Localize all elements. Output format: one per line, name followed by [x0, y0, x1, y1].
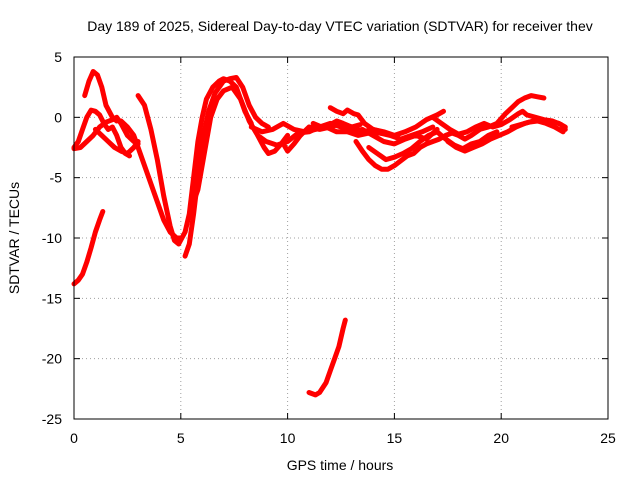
- y-tick-label: -10: [42, 230, 62, 246]
- y-tick-label: -25: [42, 411, 62, 427]
- plot-area: [71, 69, 568, 398]
- y-axis-label: SDTVAR / TECUs: [6, 182, 22, 294]
- y-tick-label: 5: [54, 49, 62, 65]
- data-series-track-c: [82, 69, 120, 124]
- data-series-track-b: [71, 114, 141, 152]
- data-series-track-f: [135, 76, 254, 247]
- data-series-track-d: [92, 126, 141, 156]
- y-tick-label: 0: [54, 109, 62, 125]
- x-tick-label: 15: [387, 430, 403, 446]
- x-tick-label: 20: [493, 430, 509, 446]
- data-series-track-t: [71, 209, 106, 287]
- data-series-track-m: [327, 105, 385, 135]
- x-tick-label: 10: [280, 430, 296, 446]
- x-tick-label: 5: [177, 430, 185, 446]
- x-tick-label: 25: [600, 430, 616, 446]
- axis-ticks: 0 5 10 15 20 25 -25 -20 -15 -10 -5 0 5: [42, 49, 616, 446]
- data-series-track-h: [191, 84, 291, 205]
- data-series-track-q: [445, 117, 568, 154]
- data-series-track-j: [255, 120, 440, 148]
- data-series-track-u: [306, 317, 348, 398]
- data-series-track-r: [477, 93, 547, 132]
- x-axis-label: GPS time / hours: [287, 457, 394, 473]
- data-series-track-l: [310, 118, 363, 130]
- chart-title: Day 189 of 2025, Sidereal Day-to-day VTE…: [87, 18, 593, 34]
- y-tick-label: -5: [50, 170, 63, 186]
- y-tick-label: -20: [42, 351, 62, 367]
- data-series-track-o: [366, 129, 500, 163]
- x-tick-label: 0: [70, 430, 78, 446]
- data-series-track-a: [71, 107, 132, 159]
- data-series-track-k: [280, 108, 446, 154]
- data-series-track-s: [509, 118, 566, 135]
- y-tick-label: -15: [42, 290, 62, 306]
